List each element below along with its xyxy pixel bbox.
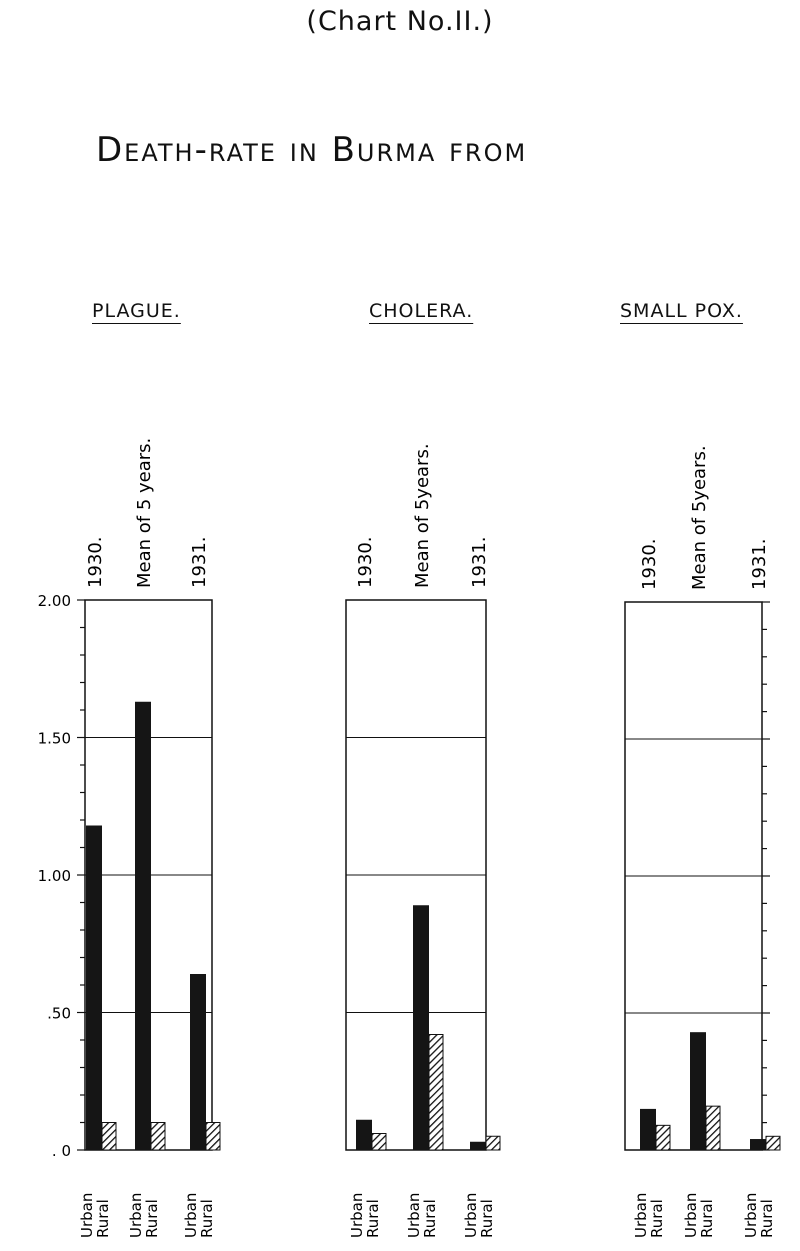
page-title: Death-rate in Burma from: [96, 130, 528, 170]
x-category-label: Urban: [682, 1193, 700, 1238]
x-category-label: Urban: [742, 1193, 760, 1238]
group-label: 1930.: [639, 538, 660, 590]
bar-urban: [690, 1032, 706, 1150]
x-category-label: Rural: [478, 1199, 496, 1238]
x-category-label: Rural: [364, 1199, 382, 1238]
bar-rural: [765, 1135, 781, 1151]
panel-title-plague: PLAGUE.: [92, 300, 181, 322]
bar-urban: [413, 905, 429, 1150]
bar-rural: [101, 1122, 117, 1151]
x-category-label: Rural: [421, 1199, 439, 1238]
y-tick-label: .50: [47, 1005, 71, 1023]
bar-urban: [750, 1139, 766, 1150]
bar-rural: [150, 1122, 166, 1151]
x-category-label: Urban: [78, 1193, 96, 1238]
group-label: 1931.: [189, 536, 210, 588]
bar-urban: [86, 825, 102, 1150]
x-category-label: Urban: [632, 1193, 650, 1238]
y-tick-label: . 0: [52, 1142, 71, 1160]
y-tick-label: 1.00: [38, 867, 71, 885]
x-category-label: Urban: [127, 1193, 145, 1238]
x-category-label: Rural: [143, 1199, 161, 1238]
chart-number: (Chart No.II.): [306, 6, 494, 37]
x-category-label: Rural: [758, 1199, 776, 1238]
x-category-label: Rural: [198, 1199, 216, 1238]
group-label: 1930.: [355, 536, 376, 588]
bar-urban: [640, 1108, 656, 1150]
panel-title-smallpox: SMALL POX.: [620, 300, 743, 322]
x-category-label: Rural: [698, 1199, 716, 1238]
x-category-label: Urban: [182, 1193, 200, 1238]
x-category-label: Rural: [94, 1199, 112, 1238]
bar-rural: [485, 1135, 501, 1151]
group-label: Mean of 5 years.: [134, 438, 155, 588]
group-label: Mean of 5years.: [689, 445, 710, 590]
group-label: 1931.: [749, 538, 770, 590]
group-label: Mean of 5years.: [412, 443, 433, 588]
x-category-label: Urban: [348, 1193, 366, 1238]
x-category-label: Rural: [648, 1199, 666, 1238]
y-tick-label: 1.50: [38, 730, 71, 748]
x-category-label: Urban: [462, 1193, 480, 1238]
bar-rural: [371, 1133, 387, 1151]
bar-urban: [356, 1119, 372, 1150]
panel-title-cholera: CHOLERA.: [369, 300, 474, 322]
group-label: 1930.: [85, 536, 106, 588]
bar-urban: [470, 1141, 486, 1150]
bar-urban: [190, 974, 206, 1150]
bar-rural: [655, 1124, 671, 1151]
y-tick-label: 2.00: [38, 592, 71, 610]
x-category-label: Urban: [405, 1193, 423, 1238]
group-label: 1931.: [469, 536, 490, 588]
bar-urban: [135, 701, 151, 1150]
bar-rural: [705, 1105, 721, 1151]
bar-rural: [428, 1034, 444, 1151]
bar-rural: [205, 1122, 221, 1151]
